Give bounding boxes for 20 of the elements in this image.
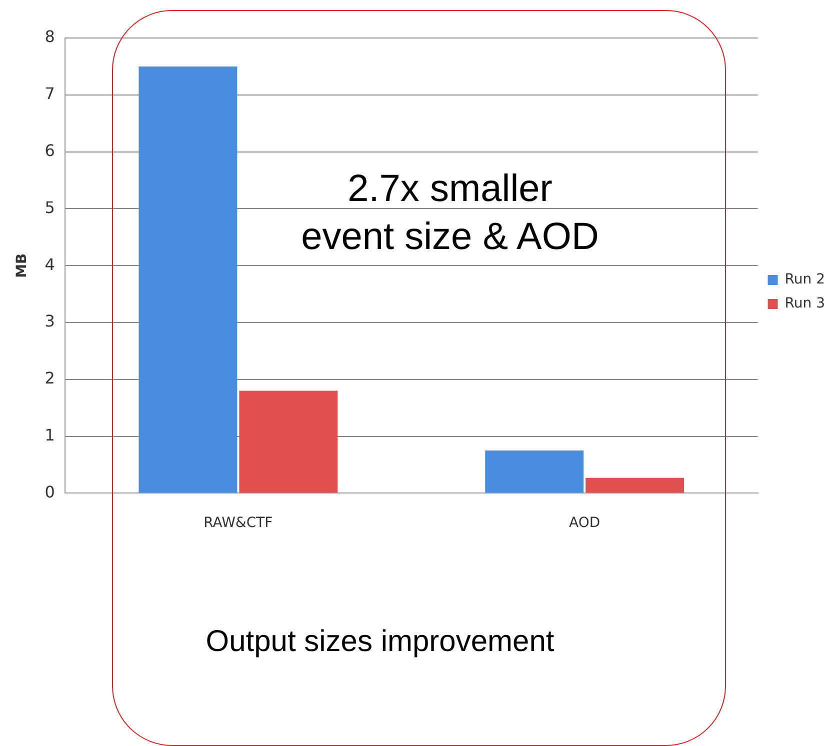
y-tick-label: 1 <box>44 425 55 444</box>
bar <box>239 390 338 493</box>
y-tick-label: 4 <box>44 254 55 274</box>
y-tick-label: 2 <box>44 368 55 388</box>
x-tick-label: RAW&CTF <box>204 515 273 532</box>
y-tick-label: 6 <box>44 140 55 160</box>
y-tick-label: 3 <box>44 312 55 331</box>
y-tick-label: 5 <box>44 198 55 217</box>
bar <box>138 66 238 493</box>
y-tick-label: 0 <box>44 482 55 502</box>
bar <box>586 478 684 493</box>
x-tick-label: AOD <box>569 515 600 532</box>
y-axis-title: MB <box>14 253 30 278</box>
text: Output sizes improvement <box>204 625 556 659</box>
y-tick-label: 7 <box>44 84 55 104</box>
bar <box>485 450 584 493</box>
legend-label: Run 2 <box>784 272 825 288</box>
legend-label: Run 3 <box>784 296 825 312</box>
y-tick-label: 8 <box>44 27 55 46</box>
annotation: 2.7x smaller event size & AOD <box>300 167 600 260</box>
